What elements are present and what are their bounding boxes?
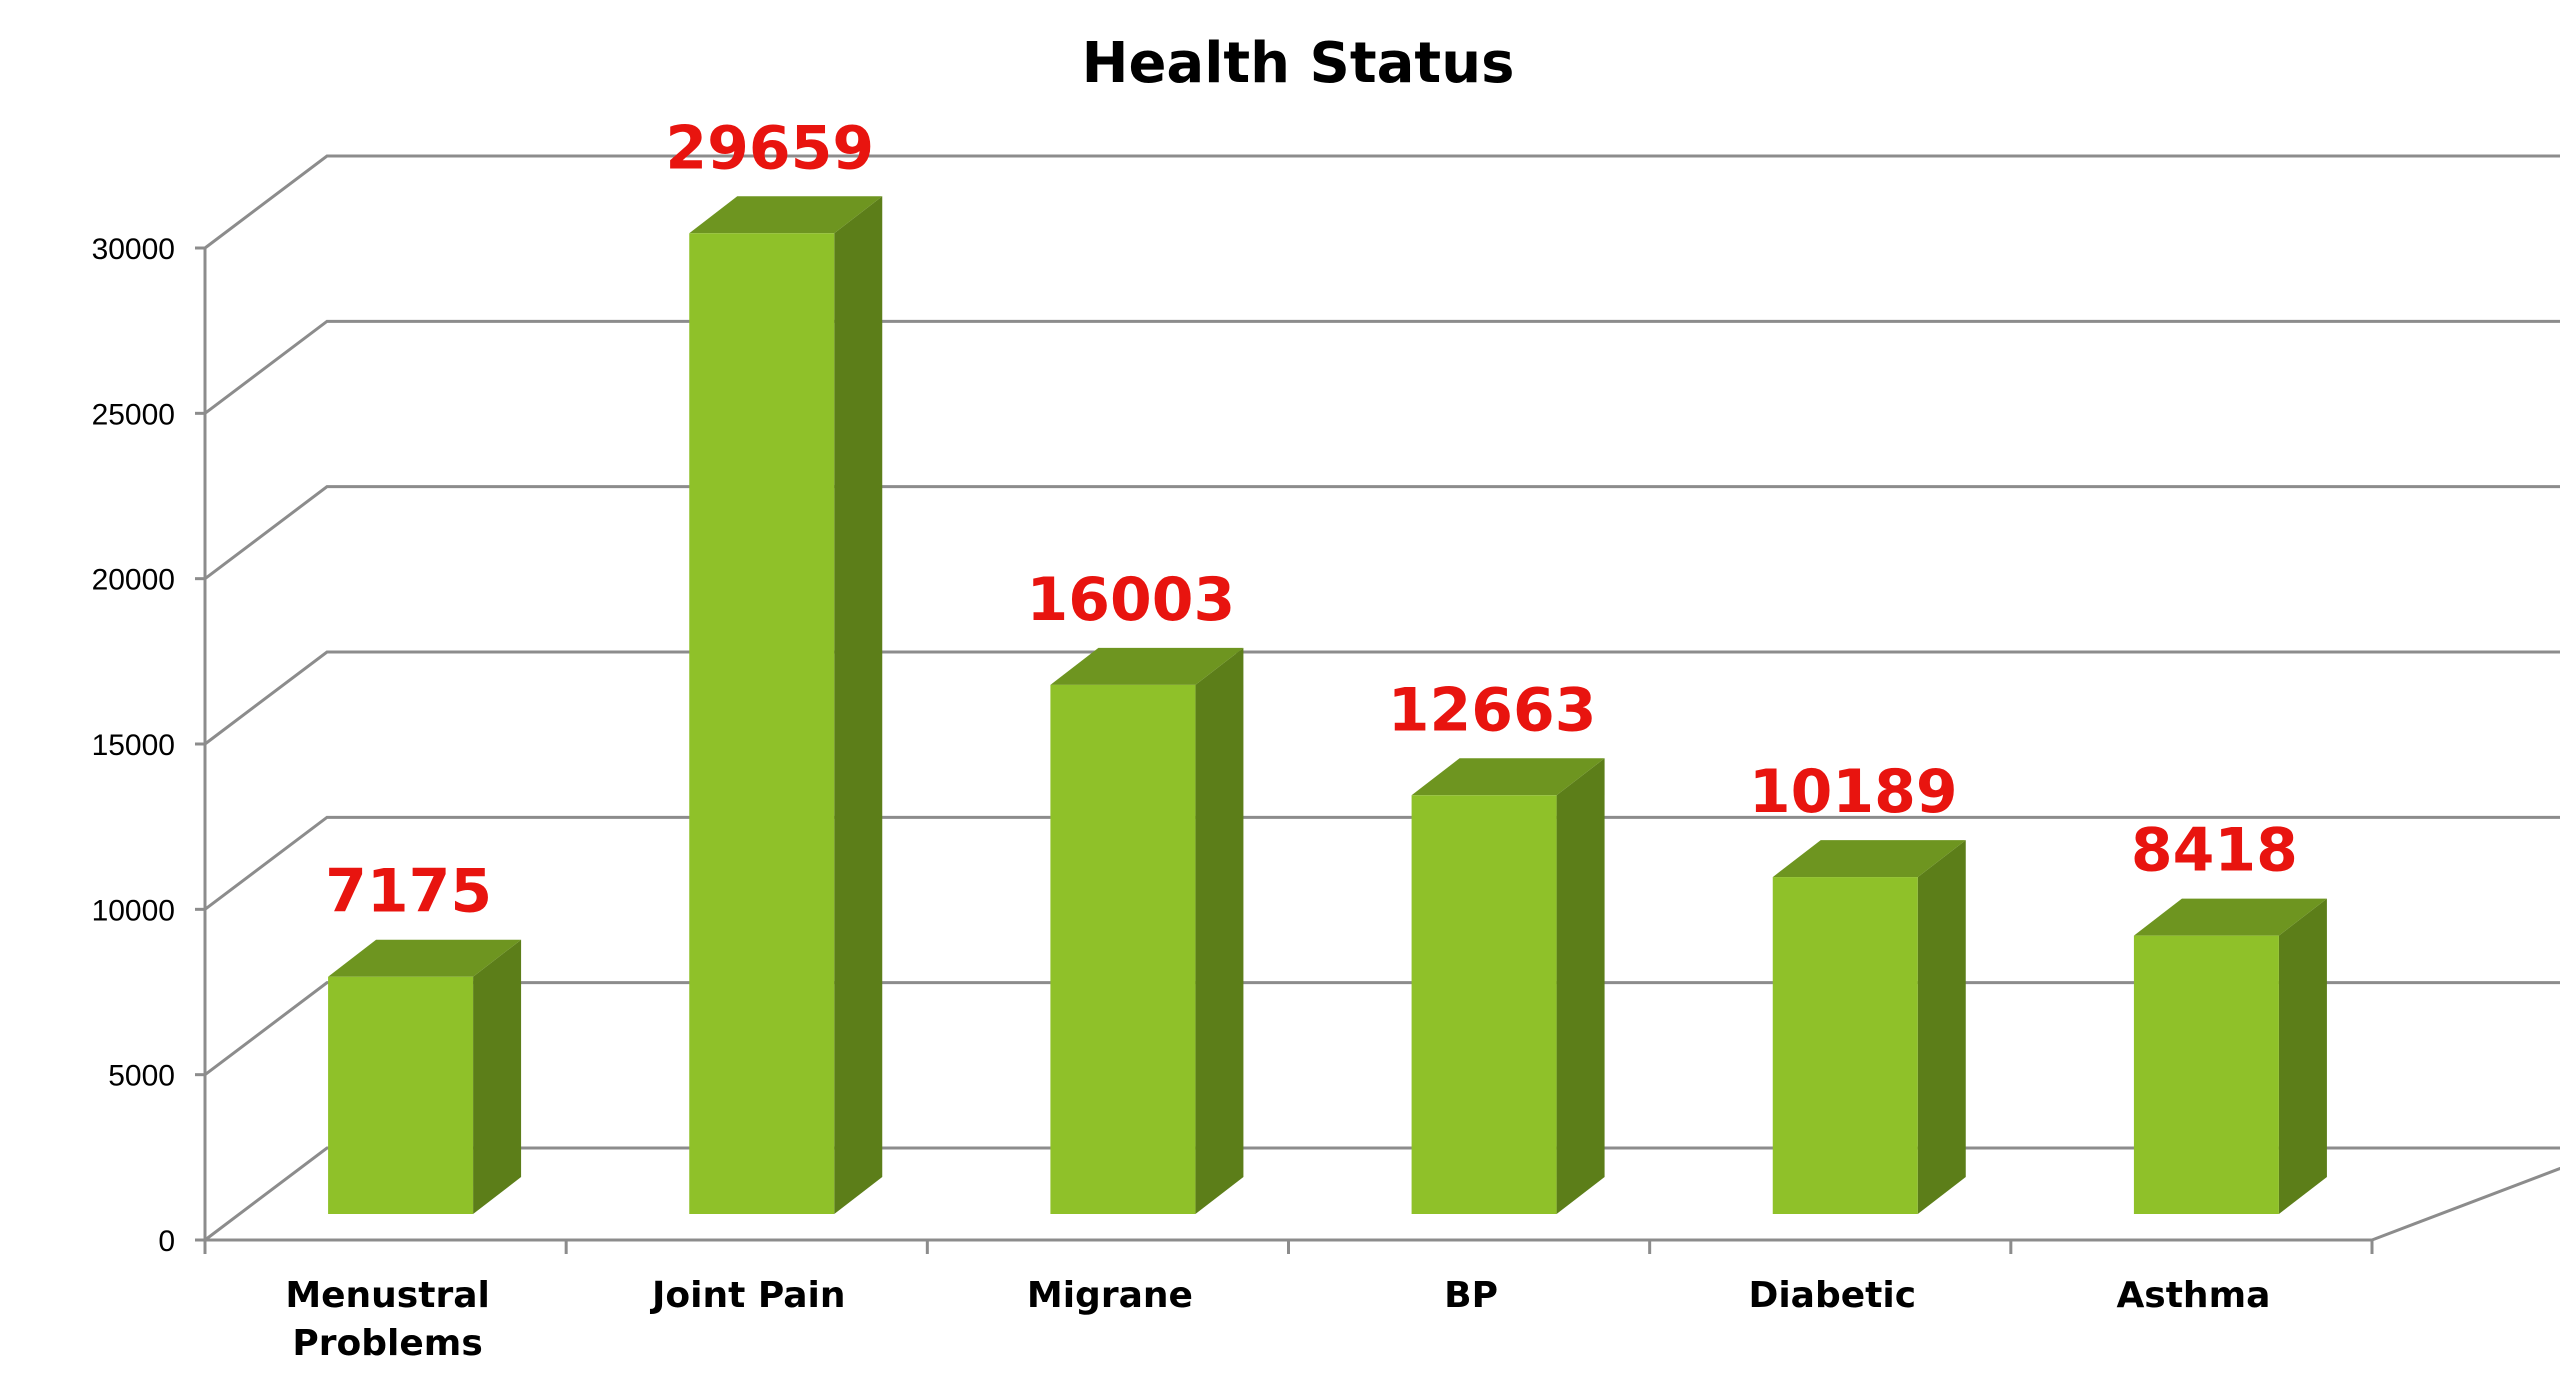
- data-label: 12663: [1388, 675, 1597, 745]
- y-tick-label: 0: [158, 1225, 175, 1258]
- gridline: [204, 815, 2560, 911]
- bar-front: [1772, 877, 1918, 1214]
- bar-side: [834, 196, 883, 1214]
- chart-title: Health Status: [1082, 31, 1515, 96]
- gridlines: [204, 154, 2560, 1242]
- gridline: [204, 650, 2560, 746]
- bar-front: [2133, 935, 2279, 1214]
- data-label: 16003: [1027, 565, 1236, 635]
- data-label: 7175: [325, 857, 492, 927]
- bar-top: [328, 939, 522, 977]
- bar-top: [1772, 840, 1966, 878]
- x-tick-label: Migrane: [1027, 1275, 1193, 1316]
- data-labels: 7175 29659 16003 12663 10189 8418: [325, 113, 2298, 926]
- bar-top: [2133, 898, 2327, 936]
- bar-front: [1411, 795, 1557, 1214]
- bar-top: [1411, 758, 1605, 796]
- bar: [2133, 898, 2327, 1214]
- bar-front: [328, 976, 474, 1214]
- bars: [328, 196, 2327, 1214]
- bar-side: [1917, 840, 1966, 1214]
- x-tick-label: BP: [1444, 1275, 1498, 1316]
- bar-side: [473, 939, 522, 1214]
- y-tick-label: 10000: [92, 894, 175, 927]
- bar: [328, 939, 522, 1214]
- x-tick-label: Asthma: [2116, 1275, 2270, 1316]
- axes: [195, 246, 2374, 1254]
- y-tick-label: 5000: [108, 1060, 175, 1093]
- gridline: [204, 485, 2560, 580]
- bar-front: [1050, 684, 1196, 1214]
- x-tick-label: Joint Pain: [649, 1275, 846, 1316]
- x-tick-label: Menustral Problems: [285, 1275, 490, 1364]
- bar-side: [2278, 898, 2327, 1214]
- gridline: [204, 154, 2560, 250]
- x-axis-tick-labels: Menustral Problems Joint Pain Migrane BP Diab…: [285, 1275, 2270, 1364]
- y-tick-label: 15000: [92, 729, 175, 762]
- bar-top: [1050, 647, 1244, 685]
- y-tick-label: 20000: [92, 564, 175, 597]
- gridline: [204, 319, 2560, 415]
- bar-front: [689, 233, 835, 1214]
- bar: [689, 196, 883, 1214]
- bar: [1050, 647, 1244, 1214]
- bar-side: [1195, 647, 1244, 1214]
- data-label: 10189: [1749, 757, 1958, 827]
- data-label: 29659: [665, 113, 874, 183]
- bar: [1411, 758, 1605, 1214]
- bar: [1772, 840, 1966, 1214]
- x-tick-label: Diabetic: [1748, 1275, 1916, 1316]
- y-axis-tick-labels: 0 5000 10000 15000 20000 25000 30000: [92, 233, 175, 1258]
- y-tick-label: 25000: [92, 398, 175, 431]
- data-label: 8418: [2131, 816, 2298, 886]
- y-tick-label: 30000: [92, 233, 175, 266]
- bar-top: [689, 196, 883, 234]
- bar-side: [1556, 758, 1605, 1214]
